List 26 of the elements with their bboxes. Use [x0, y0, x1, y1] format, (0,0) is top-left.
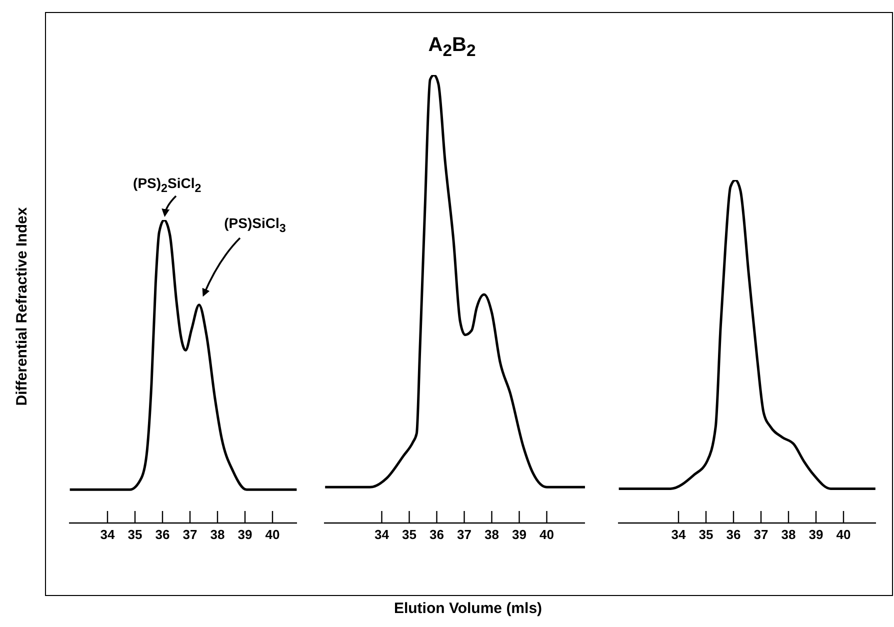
x-tick-label: 39: [238, 527, 252, 542]
x-tick-label: 36: [726, 527, 740, 542]
x-tick-label: 38: [780, 527, 796, 542]
x-tick-label: 39: [512, 527, 526, 542]
x-tick-label: 34: [100, 527, 116, 542]
x-tick-label: 37: [182, 527, 198, 542]
x-tick-label: 35: [698, 527, 713, 542]
x-tick-label: 39: [808, 527, 823, 542]
annotation: (PS)SiCl$_{3}$: [223, 215, 287, 235]
chart-title: A$_{2}$B$_{2}$: [427, 34, 477, 61]
x-tick-label: 36: [155, 527, 170, 542]
x-tick-label: 37: [753, 527, 768, 542]
x-tick-label: 38: [210, 527, 225, 542]
x-tick-label: 40: [265, 527, 280, 542]
x-tick-label: 40: [836, 527, 850, 542]
annotation: (PS)$_{2}$SiCl$_{2}$: [132, 175, 202, 195]
x-tick-label: 40: [540, 527, 554, 542]
x-tick-label: 34: [374, 527, 390, 542]
x-tick-label: 37: [457, 527, 472, 542]
y-axis-title: Differential Refractive Index: [14, 206, 30, 408]
x-axis-title: Elution Volume (mls): [392, 600, 544, 617]
x-tick-label: 35: [402, 527, 416, 542]
x-tick-label: 35: [128, 527, 142, 542]
x-tick-label: 36: [430, 527, 444, 542]
x-tick-label: 34: [670, 527, 686, 542]
x-tick-label: 38: [484, 527, 499, 542]
